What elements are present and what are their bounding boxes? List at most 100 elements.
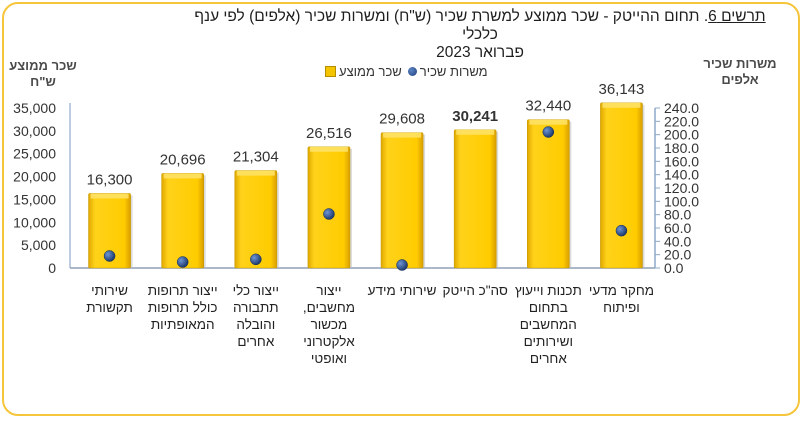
bar-data-label: 29,608 [379, 111, 425, 128]
bar-top-bevel [456, 129, 495, 135]
dot-marker-icon [407, 67, 417, 76]
right-tick-label: 180.0 [664, 140, 699, 156]
category-label-line: ופיתוח [603, 300, 640, 315]
right-tick-label: 140.0 [664, 167, 699, 183]
bar-data-label: 26,516 [306, 125, 352, 142]
jobs-dot [542, 126, 555, 138]
jobs-dot [176, 256, 189, 268]
category-label-line: כולל תרופות [147, 300, 218, 315]
bar [234, 170, 278, 269]
bar [600, 102, 643, 269]
left-tick-label: 20,000 [13, 169, 56, 185]
category-label-line: שירותי מידע [367, 283, 437, 298]
right-tick-label: 240.0 [664, 100, 699, 116]
right-tick-label: 20.0 [664, 247, 691, 263]
legend-label: שכר ממוצע [339, 64, 402, 79]
bar-data-label: 16,300 [87, 171, 133, 188]
category-label-line: ייצור [316, 283, 342, 298]
title-line1: . תחום ההייטק - שכר ממוצע למשרת שכיר (ש"… [194, 8, 709, 43]
category-label: סה"כ הייטק [435, 282, 515, 299]
bar-top-bevel [383, 132, 422, 138]
right-axis-title-line: אלפים [721, 72, 759, 87]
category-label-line: המאופתיות [150, 317, 215, 332]
left-tick-label: 35,000 [13, 100, 56, 116]
category-label-line: מחקר מדעי [588, 283, 655, 298]
bar-top-bevel [90, 193, 129, 199]
jobs-dot [250, 253, 262, 266]
left-tick-label: 5,000 [21, 237, 56, 253]
left-axis-title: שכר ממוצע ש"ח [8, 58, 78, 90]
title-line2: פברואר 2023 [436, 44, 524, 61]
category-label: ייצור מחשבים, מכשור אלקטרוני ואופטי [293, 282, 365, 367]
jobs-dot [323, 208, 335, 220]
category-label-line: ואופטי [310, 351, 347, 366]
bar-data-label: 36,143 [598, 81, 644, 98]
right-tick-label: 60.0 [664, 220, 691, 236]
category-label-line: ושירותים [523, 334, 573, 349]
bar [307, 146, 351, 269]
category-label-line: תכנות וייעוץ [514, 283, 582, 298]
jobs-dot [103, 250, 116, 262]
bar [380, 132, 424, 269]
category-label-line: אלקטרוני [303, 334, 355, 349]
category-label-line: והובלה [236, 317, 276, 332]
jobs-dot [615, 224, 628, 237]
category-label-line: סה"כ הייטק [442, 283, 508, 298]
left-axis-title-line: שכר ממוצע [9, 58, 77, 73]
figure-label: תרשים 6 [708, 8, 766, 25]
category-label: ייצור כלי תתבורה והובלה אחרים [220, 282, 292, 350]
category-label-line: המחשבים [519, 317, 577, 332]
legend-item-jobs: משרות שכיר [407, 64, 488, 79]
category-label: תכנות וייעוץ בתחום המחשבים ושירותים אחרים [512, 282, 584, 367]
square-marker-icon [325, 66, 336, 77]
right-axis-title-line: משרות שכיר [703, 56, 777, 71]
bar [453, 129, 497, 269]
right-tick-label: 120.0 [664, 180, 699, 196]
category-label-line: ייצור תרופות [147, 283, 218, 298]
bar-data-label: 30,241 [452, 108, 498, 125]
right-tick-label: 160.0 [664, 153, 699, 169]
category-label-line: תקשורת [86, 300, 133, 315]
bar [161, 173, 204, 269]
left-tick-label: 0 [48, 260, 56, 276]
right-tick-label: 220.0 [664, 113, 699, 129]
left-tick-label: 15,000 [13, 191, 56, 207]
legend-label: משרות שכיר [419, 64, 488, 79]
category-label-line: מחשבים, [302, 300, 356, 315]
legend-item-wage: שכר ממוצע [325, 64, 402, 79]
right-tick-label: 80.0 [664, 207, 691, 223]
category-label-line: אחרים [237, 334, 275, 349]
category-label: ייצור תרופות כולל תרופות המאופתיות [147, 282, 219, 333]
bar-top-bevel [529, 119, 568, 125]
jobs-dot [396, 259, 408, 271]
bar-top-bevel [309, 146, 348, 152]
bar-data-label: 20,696 [160, 151, 206, 168]
category-label: שירותי מידע [362, 282, 442, 299]
category-label: מחקר מדעי ופיתוח [585, 282, 657, 316]
category-label-line: אחרים [529, 351, 567, 366]
right-tick-label: 40.0 [664, 233, 691, 249]
category-label-line: מכשור [310, 317, 348, 332]
right-tick-label: 100.0 [664, 193, 699, 209]
left-tick-label: 10,000 [13, 214, 56, 230]
category-label-line: תתבורה [233, 300, 279, 315]
category-label-line: ייצור כלי [232, 283, 279, 298]
bar-data-label: 32,440 [525, 98, 571, 115]
category-label: שירותי תקשורת [74, 282, 146, 316]
bar-data-label: 21,304 [233, 149, 279, 166]
left-tick-label: 30,000 [13, 123, 56, 139]
left-tick-label: 25,000 [13, 146, 56, 162]
category-label-line: בתחום [528, 300, 568, 315]
bar-top-bevel [602, 102, 641, 108]
bar-top-bevel [236, 170, 275, 176]
right-tick-label: 0.0 [664, 260, 684, 276]
category-label-line: שירותי [91, 283, 129, 298]
left-axis-title-line: ש"ח [30, 74, 56, 89]
bar-top-bevel [163, 173, 202, 179]
chart-title: תרשים 6. תחום ההייטק - שכר ממוצע למשרת ש… [180, 8, 780, 62]
legend: משרות שכיר שכר ממוצע [325, 64, 488, 79]
right-axis-title: משרות שכיר אלפים [690, 56, 790, 88]
right-tick-label: 200.0 [664, 127, 699, 143]
bar [527, 119, 570, 269]
